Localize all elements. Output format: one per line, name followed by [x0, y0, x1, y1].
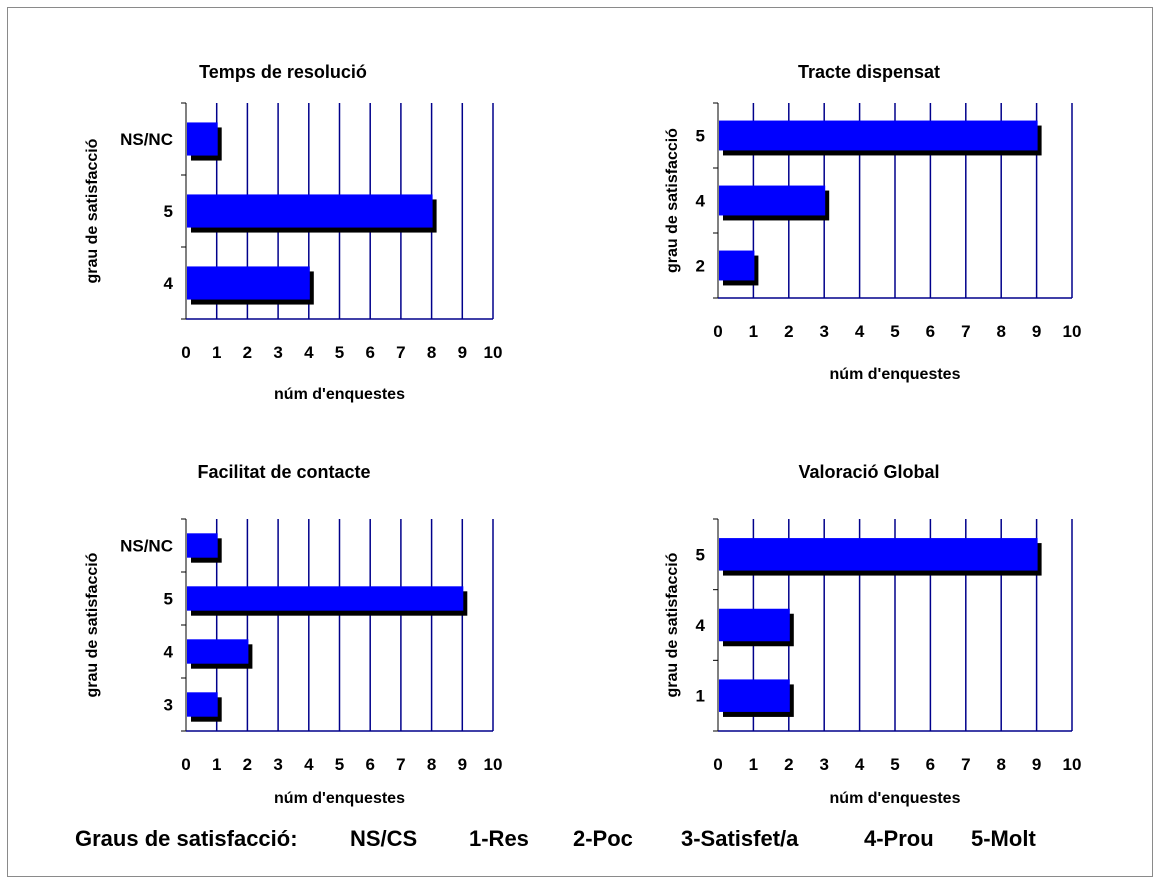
y-tick-label: 5	[164, 590, 173, 609]
x-tick-label: 6	[365, 343, 374, 362]
satisfaction-legend: Graus de satisfacció: NS/CS 1-Res 2-Poc …	[75, 826, 1115, 860]
bar	[187, 266, 310, 300]
x-tick-label: 3	[819, 322, 828, 341]
bar	[187, 692, 218, 717]
chart-panel-4: 1 4 5 0 1 2 3 4 5 6 7 8 9 10 Valoració Global núm d'enq…	[664, 462, 1081, 807]
x-tick-label: 8	[427, 343, 436, 362]
x-axis-label: núm d'enquestes	[830, 790, 961, 807]
y-axis-label: grau de satisfacció	[664, 552, 681, 697]
y-tick-label: 4	[164, 643, 174, 662]
x-tick-label: 9	[458, 343, 467, 362]
x-tick-label: 0	[713, 755, 722, 774]
bar	[719, 250, 755, 281]
legend-label: Graus de satisfacció:	[75, 826, 298, 851]
y-tick-label: 5	[696, 545, 705, 564]
y-axis-label: grau de satisfacció	[664, 128, 681, 273]
x-tick-label: 5	[890, 755, 899, 774]
x-tick-label: 4	[855, 322, 865, 341]
bar	[187, 122, 218, 156]
x-tick-label: 5	[335, 343, 344, 362]
x-tick-label: 7	[961, 322, 970, 341]
bar	[719, 185, 826, 216]
x-tick-label: 1	[749, 322, 758, 341]
x-tick-label: 7	[396, 755, 405, 774]
bar	[187, 533, 218, 558]
y-axis-label: grau de satisfacció	[84, 138, 101, 283]
bar	[719, 538, 1038, 571]
y-tick-label: 5	[164, 202, 173, 221]
y-tick-label: 4	[696, 616, 706, 635]
bar	[187, 194, 433, 228]
x-tick-label: 4	[304, 343, 314, 362]
x-tick-label: 5	[890, 322, 899, 341]
chart-title: Facilitat de contacte	[197, 462, 370, 482]
x-tick-label: 6	[926, 755, 935, 774]
bar	[187, 586, 464, 611]
x-tick-label: 10	[1063, 755, 1082, 774]
x-tick-label: 10	[484, 755, 503, 774]
x-tick-label: 8	[427, 755, 436, 774]
chart-title: Valoració Global	[798, 462, 939, 482]
chart-panel-2: 2 4 5 0 1 2 3 4 5 6 7 8 9 10 Tracte dispensat núm d'enq…	[664, 62, 1081, 383]
x-tick-label: 8	[996, 755, 1005, 774]
x-tick-label: 2	[243, 343, 252, 362]
legend-item-1: 1-Res	[469, 826, 529, 851]
x-tick-label: 6	[926, 322, 935, 341]
x-tick-label: 2	[243, 755, 252, 774]
y-tick-label: NS/NC	[120, 130, 173, 149]
legend-item-nscs: NS/CS	[350, 826, 418, 851]
chart-panel-3: 3 4 5 NS/NC 0 1 2 3 4 5 6 7 8 9 10 Facilitat de contact…	[84, 462, 502, 807]
bar	[719, 120, 1038, 151]
y-axis-label: grau de satisfacció	[84, 552, 101, 697]
x-tick-label: 4	[304, 755, 314, 774]
x-tick-label: 7	[396, 343, 405, 362]
x-tick-label: 0	[713, 322, 722, 341]
x-tick-label: 9	[458, 755, 467, 774]
x-tick-label: 3	[819, 755, 828, 774]
y-tick-label: 5	[696, 127, 705, 146]
x-tick-label: 8	[996, 322, 1005, 341]
chart-title: Tracte dispensat	[798, 62, 940, 82]
x-axis-label: núm d'enquestes	[274, 386, 405, 403]
x-tick-label: 3	[273, 755, 282, 774]
y-tick-label: 1	[696, 687, 705, 706]
x-tick-label: 1	[212, 343, 221, 362]
y-tick-label: 4	[164, 274, 174, 293]
x-tick-label: 2	[784, 322, 793, 341]
x-tick-label: 6	[365, 755, 374, 774]
bar	[187, 639, 249, 664]
bar	[719, 608, 790, 642]
y-tick-label: 2	[696, 257, 705, 276]
x-tick-label: 1	[749, 755, 758, 774]
chart-title: Temps de resolució	[199, 62, 367, 82]
legend-item-2: 2-Poc	[573, 826, 633, 851]
x-tick-label: 5	[335, 755, 344, 774]
chart-panel-1: 4 5 NS/NC 0 1 2 3 4 5 6 7 8 9 10 Temps de resolució núm…	[84, 62, 502, 403]
y-tick-label: 4	[696, 192, 706, 211]
x-tick-label: 0	[181, 755, 190, 774]
x-tick-label: 0	[181, 343, 190, 362]
legend-item-4: 4-Prou	[864, 826, 934, 851]
x-tick-label: 1	[212, 755, 221, 774]
x-tick-label: 4	[855, 755, 865, 774]
x-axis-label: núm d'enquestes	[830, 366, 961, 383]
x-tick-label: 9	[1032, 755, 1041, 774]
x-tick-label: 9	[1032, 322, 1041, 341]
x-tick-label: 10	[1063, 322, 1082, 341]
legend-item-3: 3-Satisfet/a	[681, 826, 799, 851]
x-axis-label: núm d'enquestes	[274, 790, 405, 807]
legend-item-5: 5-Molt	[971, 826, 1036, 851]
y-tick-label: 3	[164, 696, 173, 715]
y-tick-label: NS/NC	[120, 537, 173, 556]
x-tick-label: 3	[273, 343, 282, 362]
x-tick-label: 10	[484, 343, 503, 362]
x-tick-label: 2	[784, 755, 793, 774]
bar	[719, 679, 790, 712]
x-tick-label: 7	[961, 755, 970, 774]
